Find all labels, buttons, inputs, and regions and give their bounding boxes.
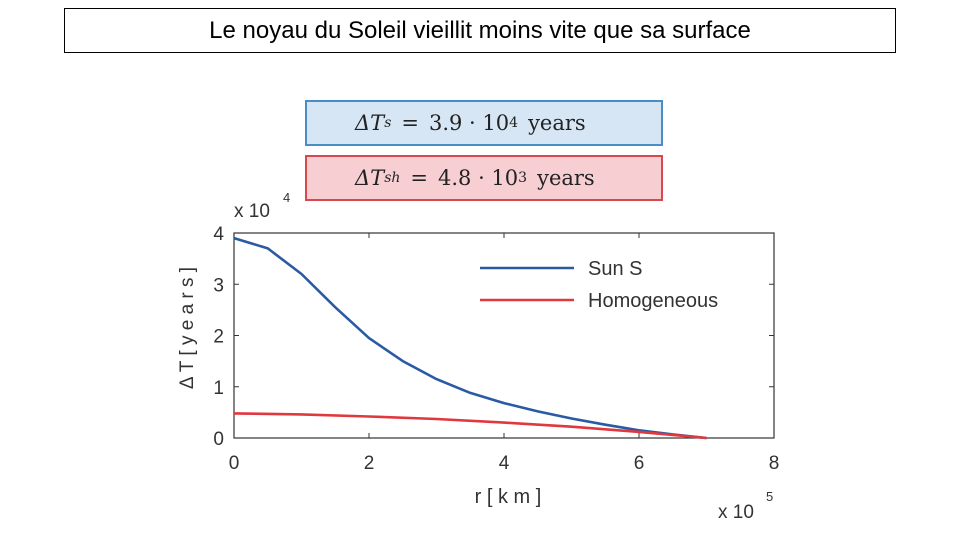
- x-tick-label: 4: [499, 453, 510, 474]
- eq-sun-exponent: 4: [509, 115, 519, 131]
- y-tick-label: 0: [213, 429, 224, 450]
- eq-sun-mantissa: 3.9 · 10: [428, 111, 510, 135]
- eq-hom-subscript: sh: [384, 170, 401, 186]
- y-tick-label: 1: [213, 378, 224, 399]
- homogeneous-timescale-equation: ΔT sh = 4.8 · 10 3 years: [305, 155, 663, 201]
- x-axis-label: r [ k m ]: [475, 486, 542, 508]
- x-multiplier-exponent: 5: [766, 489, 773, 504]
- y-tick-label: 4: [213, 224, 224, 245]
- eq-sun-subscript: s: [384, 115, 392, 131]
- slide-title: Le noyau du Soleil vieillit moins vite q…: [64, 8, 896, 53]
- eq-hom-symbol: ΔT: [355, 166, 385, 190]
- x-multiplier: x 10: [718, 502, 754, 523]
- y-tick-label: 3: [213, 275, 224, 296]
- eq-hom-exponent: 3: [518, 170, 528, 186]
- y-tick-label: 2: [213, 327, 224, 348]
- x-tick-label: 6: [634, 453, 645, 474]
- sun-timescale-equation: ΔT s = 3.9 · 10 4 years: [305, 100, 663, 146]
- legend-label-homogeneous: Homogeneous: [588, 290, 718, 312]
- y-multiplier: x 10: [234, 201, 270, 222]
- eq-hom-equals: =: [410, 166, 428, 190]
- x-tick-label: 0: [229, 453, 240, 474]
- eq-sun-unit: years: [528, 111, 586, 135]
- x-tick-label: 2: [364, 453, 375, 474]
- series-line-sun-s: [233, 236, 707, 440]
- x-tick-label: 8: [769, 453, 780, 474]
- legend-label-sun-s: Sun S: [588, 258, 642, 280]
- eq-hom-mantissa: 4.8 · 10: [438, 166, 519, 190]
- y-multiplier-exponent: 4: [283, 190, 290, 205]
- series-line-homogeneous: [233, 412, 707, 440]
- eq-sun-symbol: ΔT: [355, 111, 385, 135]
- plot-frame: [233, 232, 775, 439]
- eq-hom-unit: years: [537, 166, 595, 190]
- y-axis-label: Δ T [ y e a r s ]: [177, 267, 198, 389]
- eq-sun-equals: =: [401, 111, 419, 135]
